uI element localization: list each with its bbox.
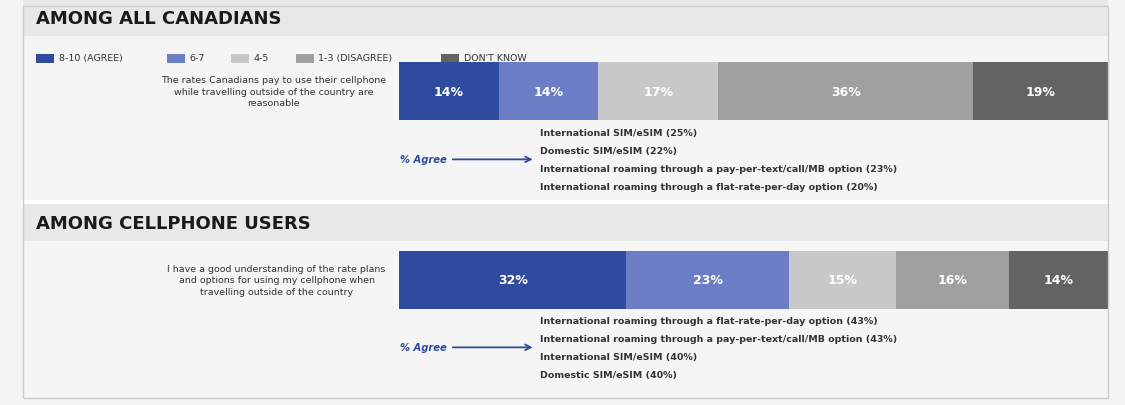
Text: Domestic SIM/eSIM (22%): Domestic SIM/eSIM (22%) (540, 147, 677, 156)
Text: 14%: 14% (434, 85, 463, 98)
Text: 14%: 14% (1044, 274, 1073, 287)
Bar (166, 55, 184, 64)
Bar (1009, 251, 1108, 309)
Text: AMONG ALL CANADIANS: AMONG ALL CANADIANS (36, 10, 281, 28)
Text: The rates Canadians pay to use their cellphone
while travelling outside of the c: The rates Canadians pay to use their cel… (161, 76, 386, 108)
Bar (597, 63, 718, 121)
Text: 17%: 17% (644, 85, 673, 98)
Text: DON'T KNOW: DON'T KNOW (464, 54, 526, 63)
Bar (896, 251, 1009, 309)
Text: International roaming through a flat-rate-per-day option (20%): International roaming through a flat-rat… (540, 182, 878, 191)
Text: 23%: 23% (693, 274, 722, 287)
Bar (232, 55, 250, 64)
Text: 19%: 19% (1026, 85, 1055, 98)
Bar (973, 63, 1108, 121)
Text: 32%: 32% (498, 274, 528, 287)
Text: International roaming through a flat-rate-per-day option (43%): International roaming through a flat-rat… (540, 316, 878, 325)
Text: 8-10 (AGREE): 8-10 (AGREE) (58, 54, 123, 63)
Bar (399, 63, 498, 121)
Text: International SIM/eSIM (25%): International SIM/eSIM (25%) (540, 129, 698, 138)
Text: I have a good understanding of the rate plans
and options for using my cellphone: I have a good understanding of the rate … (168, 264, 386, 296)
Bar (22, 205, 1108, 242)
Bar (399, 251, 627, 309)
Bar (498, 63, 597, 121)
Text: International roaming through a pay-per-text/call/MB option (23%): International roaming through a pay-per-… (540, 164, 898, 173)
Text: 14%: 14% (533, 85, 564, 98)
Text: 4-5: 4-5 (254, 54, 269, 63)
Text: 36%: 36% (831, 85, 861, 98)
Text: AMONG CELLPHONE USERS: AMONG CELLPHONE USERS (36, 214, 310, 232)
Text: 1-3 (DISAGREE): 1-3 (DISAGREE) (318, 54, 393, 63)
Bar (36, 55, 54, 64)
Text: % Agree: % Agree (399, 343, 447, 352)
Bar (441, 55, 459, 64)
Bar (790, 251, 896, 309)
Text: International SIM/eSIM (40%): International SIM/eSIM (40%) (540, 352, 698, 361)
Text: Domestic SIM/eSIM (40%): Domestic SIM/eSIM (40%) (540, 370, 677, 379)
Bar (22, 0, 1108, 37)
Text: International roaming through a pay-per-text/call/MB option (43%): International roaming through a pay-per-… (540, 334, 898, 343)
Text: 6-7: 6-7 (189, 54, 205, 63)
Text: % Agree: % Agree (399, 155, 447, 165)
Bar (719, 63, 973, 121)
Bar (627, 251, 790, 309)
Text: 16%: 16% (937, 274, 968, 287)
Bar (296, 55, 314, 64)
Text: 15%: 15% (827, 274, 857, 287)
